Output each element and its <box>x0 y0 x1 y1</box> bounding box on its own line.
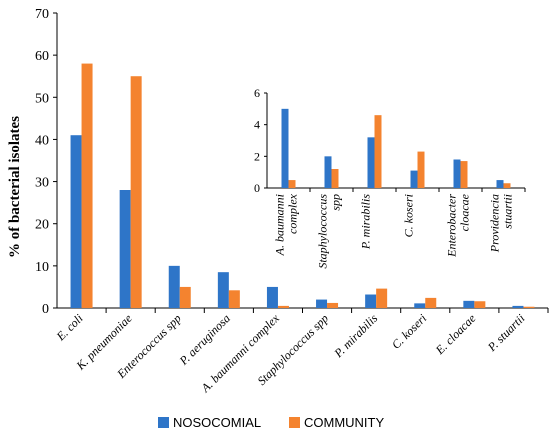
bar-community <box>228 290 240 308</box>
inset-bar-community <box>288 180 296 188</box>
bar-community <box>277 305 289 308</box>
y-tick-label: 40 <box>35 133 49 148</box>
legend-swatch <box>289 417 300 428</box>
inset-y-tick-label: 2 <box>254 149 260 163</box>
bar-nosocomial <box>414 303 426 308</box>
y-tick-label: 20 <box>35 218 49 233</box>
inset-x-tick-label: complex <box>286 193 300 234</box>
bar-community <box>474 301 486 308</box>
inset-y-tick-label: 0 <box>254 181 260 195</box>
inset-x-tick-label: cloacae <box>458 193 472 231</box>
inset-chart: 0 2 4 6 A. baumanni complex Staphylococcus spp P… <box>254 86 526 269</box>
inset-x-tick-label: P. mirabilis <box>359 194 373 250</box>
bar-nosocomial <box>70 135 82 308</box>
bar-nosocomial <box>266 286 278 308</box>
x-tick-label: E. cloacae <box>432 311 479 358</box>
legend-label: NOSOCOMIAL <box>173 415 261 430</box>
inset-x-tick-label: A. baumanni <box>273 194 287 256</box>
y-tick-label: 60 <box>35 49 49 64</box>
inset-x-tick-label: spp <box>329 194 343 211</box>
y-tick-label: 0 <box>42 302 49 317</box>
y-tick-label: 30 <box>35 176 49 191</box>
bar-community <box>81 63 93 309</box>
bar-nosocomial <box>512 305 524 308</box>
inset-bar-nosocomial <box>410 170 418 188</box>
inset-bar-nosocomial <box>453 159 461 188</box>
inset-bar-community <box>331 169 339 188</box>
inset-bar-nosocomial <box>367 137 375 188</box>
bar-nosocomial <box>463 300 475 308</box>
inset-bar-community <box>460 161 468 188</box>
y-tick-label: 10 <box>35 260 49 275</box>
bar-community <box>327 302 339 308</box>
x-tick-label: E. coli <box>53 311 86 344</box>
inset-bar-nosocomial <box>281 108 289 188</box>
legend: NOSOCOMIAL COMMUNITY <box>158 415 384 430</box>
inset-x-tick-label: Staphylococcus <box>316 194 330 269</box>
inset-x-tick-label: stuartii <box>501 194 515 229</box>
bar-nosocomial <box>316 299 328 308</box>
bar-community <box>179 286 191 308</box>
bar-community <box>376 288 388 308</box>
inset-x-tick-label: Providencia <box>488 194 502 253</box>
legend-label: COMMUNITY <box>304 415 384 430</box>
bar-community <box>425 297 437 308</box>
y-tick-label: 50 <box>35 91 49 106</box>
y-axis-label: % of bacterial isolates <box>7 116 23 258</box>
x-tick-label: C. koseri <box>389 311 430 352</box>
inset-y-tick-label: 4 <box>254 118 260 132</box>
legend-swatch <box>158 417 169 428</box>
inset-bar-nosocomial <box>324 156 332 188</box>
bar-nosocomial <box>217 272 229 308</box>
inset-bar-community <box>374 115 382 188</box>
inset-bar-community <box>417 151 425 188</box>
x-tick-label: P. mirabilis <box>331 311 381 361</box>
inset-x-tick-label: Enterobacter <box>445 194 459 258</box>
inset-bar-community <box>503 183 511 188</box>
bar-nosocomial <box>365 294 377 308</box>
bar-community <box>130 76 142 308</box>
main-bars <box>70 63 535 309</box>
bar-nosocomial <box>168 265 180 308</box>
y-tick-label: 70 <box>35 7 49 22</box>
inset-y-tick-label: 6 <box>254 86 260 100</box>
inset-bar-nosocomial <box>496 180 504 188</box>
x-tick-label: P. stuartii <box>484 311 527 354</box>
inset-x-tick-label: C. koseri <box>402 194 416 237</box>
bar-community <box>523 306 535 308</box>
bar-nosocomial <box>119 190 131 308</box>
